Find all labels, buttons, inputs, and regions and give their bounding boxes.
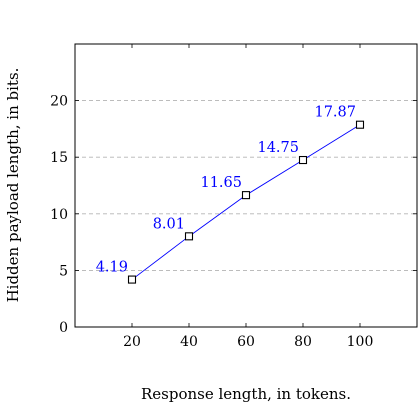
x-tick-label-1: 40	[180, 334, 198, 350]
data-label-0-4: 17.87	[314, 105, 356, 121]
data-point-0-0	[129, 276, 136, 283]
y-tick-label-1: 5	[59, 263, 68, 279]
series-line-0	[132, 125, 360, 280]
data-label-0-3: 14.75	[257, 140, 299, 156]
x-tick-label-2: 60	[237, 334, 255, 350]
y-tick-label-4: 20	[50, 94, 68, 110]
y-tick-label-2: 10	[50, 207, 68, 223]
x-axis-title: Response length, in tokens.	[141, 385, 351, 403]
x-tick-label-4: 100	[347, 334, 374, 350]
y-tick-label-3: 15	[50, 150, 68, 166]
data-point-0-2	[243, 192, 250, 199]
data-point-0-3	[300, 157, 307, 164]
data-label-0-1: 8.01	[153, 216, 185, 232]
plot-frame	[75, 44, 417, 327]
y-tick-label-0: 0	[59, 320, 68, 336]
x-tick-label-0: 20	[123, 334, 141, 350]
data-point-0-1	[186, 233, 193, 240]
y-axis-title: Hidden payload length, in bits.	[4, 68, 22, 303]
x-tick-label-3: 80	[294, 334, 312, 350]
data-point-0-4	[357, 121, 364, 128]
data-label-0-0: 4.19	[96, 260, 128, 276]
data-label-0-2: 11.65	[200, 175, 242, 191]
